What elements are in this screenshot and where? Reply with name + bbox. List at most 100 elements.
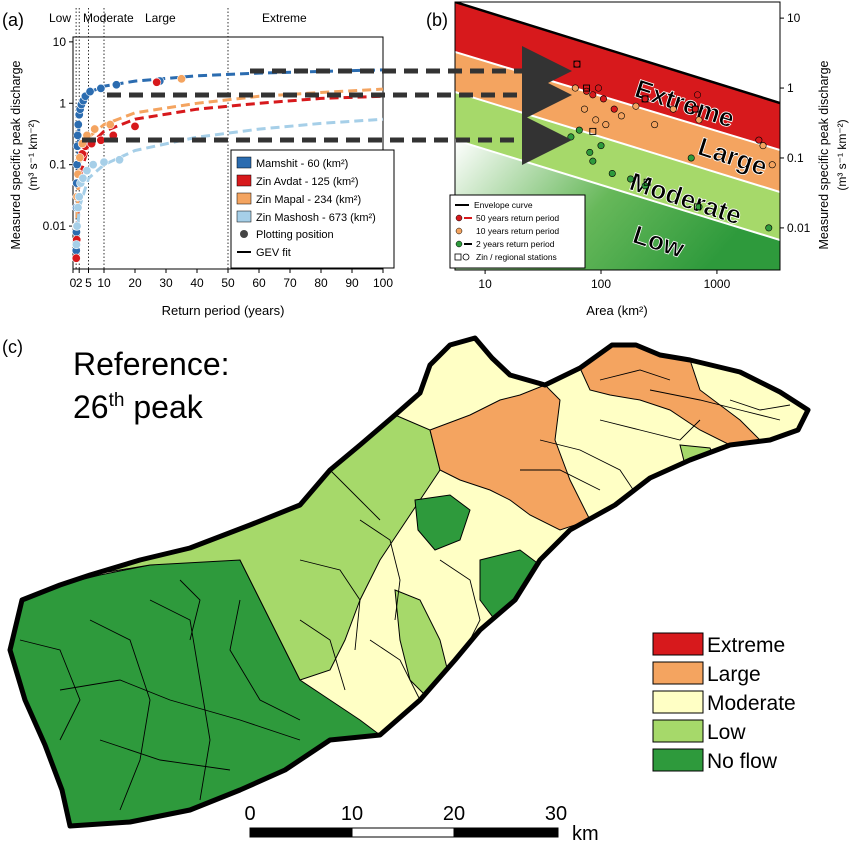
point-10yr bbox=[571, 84, 579, 92]
map-legend-swatch-no-flow bbox=[652, 748, 704, 772]
point-50yr bbox=[610, 105, 618, 113]
station-marker bbox=[643, 178, 651, 186]
point-zin_mashosh bbox=[71, 240, 81, 250]
point-zin_mashosh bbox=[78, 173, 88, 183]
band-extreme bbox=[455, 2, 780, 150]
y-tick-label-b: 1 bbox=[787, 81, 794, 95]
boundary-large-moderate bbox=[455, 91, 780, 193]
map-title-line1: Reference: bbox=[73, 346, 230, 382]
point-2yr bbox=[586, 148, 594, 156]
map-legend-swatch-extreme bbox=[652, 632, 704, 656]
sub-basin-boundaries bbox=[19, 369, 791, 811]
legend-label-plotting-position: Plotting position bbox=[256, 229, 334, 241]
point-10yr bbox=[669, 105, 677, 113]
point-10yr bbox=[580, 105, 588, 113]
x-tick-label-a: 80 bbox=[314, 276, 328, 290]
map-legend: Extreme Large Moderate Low No flow bbox=[652, 632, 796, 773]
point-mamshit bbox=[85, 87, 95, 97]
point-zin_mapal bbox=[105, 120, 115, 130]
station-marker bbox=[573, 60, 581, 68]
x-tick-label-a: 30 bbox=[159, 276, 173, 290]
point-zin_avdat bbox=[96, 135, 106, 145]
map-legend-swatch-moderate bbox=[652, 690, 704, 714]
x-tick-label-b: 1000 bbox=[704, 277, 731, 291]
legend-label-envelope: Envelope curve bbox=[474, 200, 533, 210]
y-tick-label-b: 10 bbox=[787, 11, 801, 25]
panel-a: (a) Low Moderate Large Extreme 0 2 5 10 20 30 40 5… bbox=[2, 8, 395, 318]
point-zin_mashosh bbox=[72, 221, 82, 231]
station-marker bbox=[589, 127, 597, 135]
legend-b: Envelope curve 50 years return period 10… bbox=[449, 194, 586, 269]
x-tick-label-a: 2 bbox=[76, 276, 83, 290]
point-10yr bbox=[651, 121, 659, 129]
station-marker bbox=[641, 95, 649, 103]
legend-label-10yr: 10 years return period bbox=[476, 226, 559, 236]
envelope-curve bbox=[455, 2, 780, 105]
scale-label-10: 10 bbox=[341, 803, 363, 825]
point-50yr bbox=[594, 84, 602, 92]
plot-frame-b bbox=[454, 1, 781, 271]
legend-label-50yr: 50 years return period bbox=[476, 213, 559, 223]
point-mamshit bbox=[111, 80, 121, 90]
point-zin_mashosh bbox=[74, 192, 84, 202]
station-marker bbox=[691, 105, 699, 113]
basin-outline bbox=[7, 335, 811, 829]
point-zin_mashosh bbox=[115, 155, 125, 165]
panel-label-a: (a) bbox=[2, 10, 24, 30]
map-legend-label-low: Low bbox=[707, 721, 746, 744]
map-legend-label-no-flow: No flow bbox=[707, 750, 778, 773]
point-50yr bbox=[599, 95, 607, 103]
point-zin_avdat bbox=[152, 77, 162, 87]
legend-label-gev-fit: GEV fit bbox=[256, 247, 291, 259]
x-axis-label-a: Return period (years) bbox=[162, 303, 285, 318]
legend-marker-plotting-position bbox=[240, 230, 248, 238]
map-legend-label-moderate: Moderate bbox=[707, 692, 796, 715]
point-50yr bbox=[691, 105, 699, 113]
y-axis-label-b-line1: Measured specific peak discharge bbox=[817, 60, 831, 249]
point-zin_avdat bbox=[130, 121, 140, 131]
point-zin_avdat bbox=[71, 253, 81, 263]
point-10yr bbox=[592, 116, 600, 124]
region-no-flow-central bbox=[414, 494, 471, 551]
boundary-extreme-large bbox=[455, 51, 780, 151]
y-tick-label-a: 0.01 bbox=[43, 219, 67, 233]
legend-label-2yr: 2 years return period bbox=[476, 239, 555, 249]
scale-label-0: 0 bbox=[244, 803, 255, 825]
map-legend-label-extreme: Extreme bbox=[707, 634, 785, 657]
point-2yr bbox=[641, 182, 649, 190]
legend-swatch-zin-mashosh bbox=[236, 210, 252, 223]
point-zin_mashosh bbox=[82, 166, 92, 176]
point-2yr bbox=[687, 154, 695, 162]
gev-fit-zin_mashosh bbox=[74, 117, 384, 251]
x-tick-label-a: 90 bbox=[345, 276, 359, 290]
y-axis-label-a-line2: (m³ s⁻¹ km⁻²) bbox=[26, 119, 40, 190]
class-label-a: Moderate bbox=[83, 11, 134, 25]
point-zin_mapal bbox=[90, 124, 100, 134]
point-10yr bbox=[759, 142, 767, 150]
scale-label-20: 20 bbox=[443, 803, 465, 825]
class-label-a: Low bbox=[49, 11, 71, 25]
station-marker bbox=[694, 203, 701, 211]
y-axis-label-a-line1: Measured specific peak discharge bbox=[9, 60, 23, 249]
point-zin_mapal bbox=[177, 74, 187, 84]
gev-fit-zin_avdat bbox=[74, 94, 384, 259]
point-2yr bbox=[575, 126, 583, 134]
map-legend-label-large: Large bbox=[707, 663, 761, 686]
x-tick-label-a: 5 bbox=[85, 276, 92, 290]
point-zin_mashosh bbox=[99, 157, 109, 167]
x-tick-label-a: 50 bbox=[221, 276, 235, 290]
legend-swatch-mamshit bbox=[236, 156, 252, 169]
x-tick-label-a: 20 bbox=[128, 276, 142, 290]
y-tick-label-a: 10 bbox=[53, 35, 67, 49]
point-2yr bbox=[597, 142, 605, 150]
legend-label-stations: Zin / regional stations bbox=[476, 252, 557, 262]
point-10yr bbox=[617, 112, 625, 120]
point-zin_mashosh bbox=[88, 160, 98, 170]
x-axis-label-b: Area (km²) bbox=[586, 303, 647, 318]
point-10yr bbox=[602, 121, 610, 129]
point-50yr bbox=[573, 60, 581, 68]
legend-label-zin-mashosh: Zin Mashosh - 673 (km²) bbox=[256, 212, 376, 224]
y-tick-label-b: 0.01 bbox=[787, 221, 811, 235]
point-10yr bbox=[695, 116, 703, 124]
